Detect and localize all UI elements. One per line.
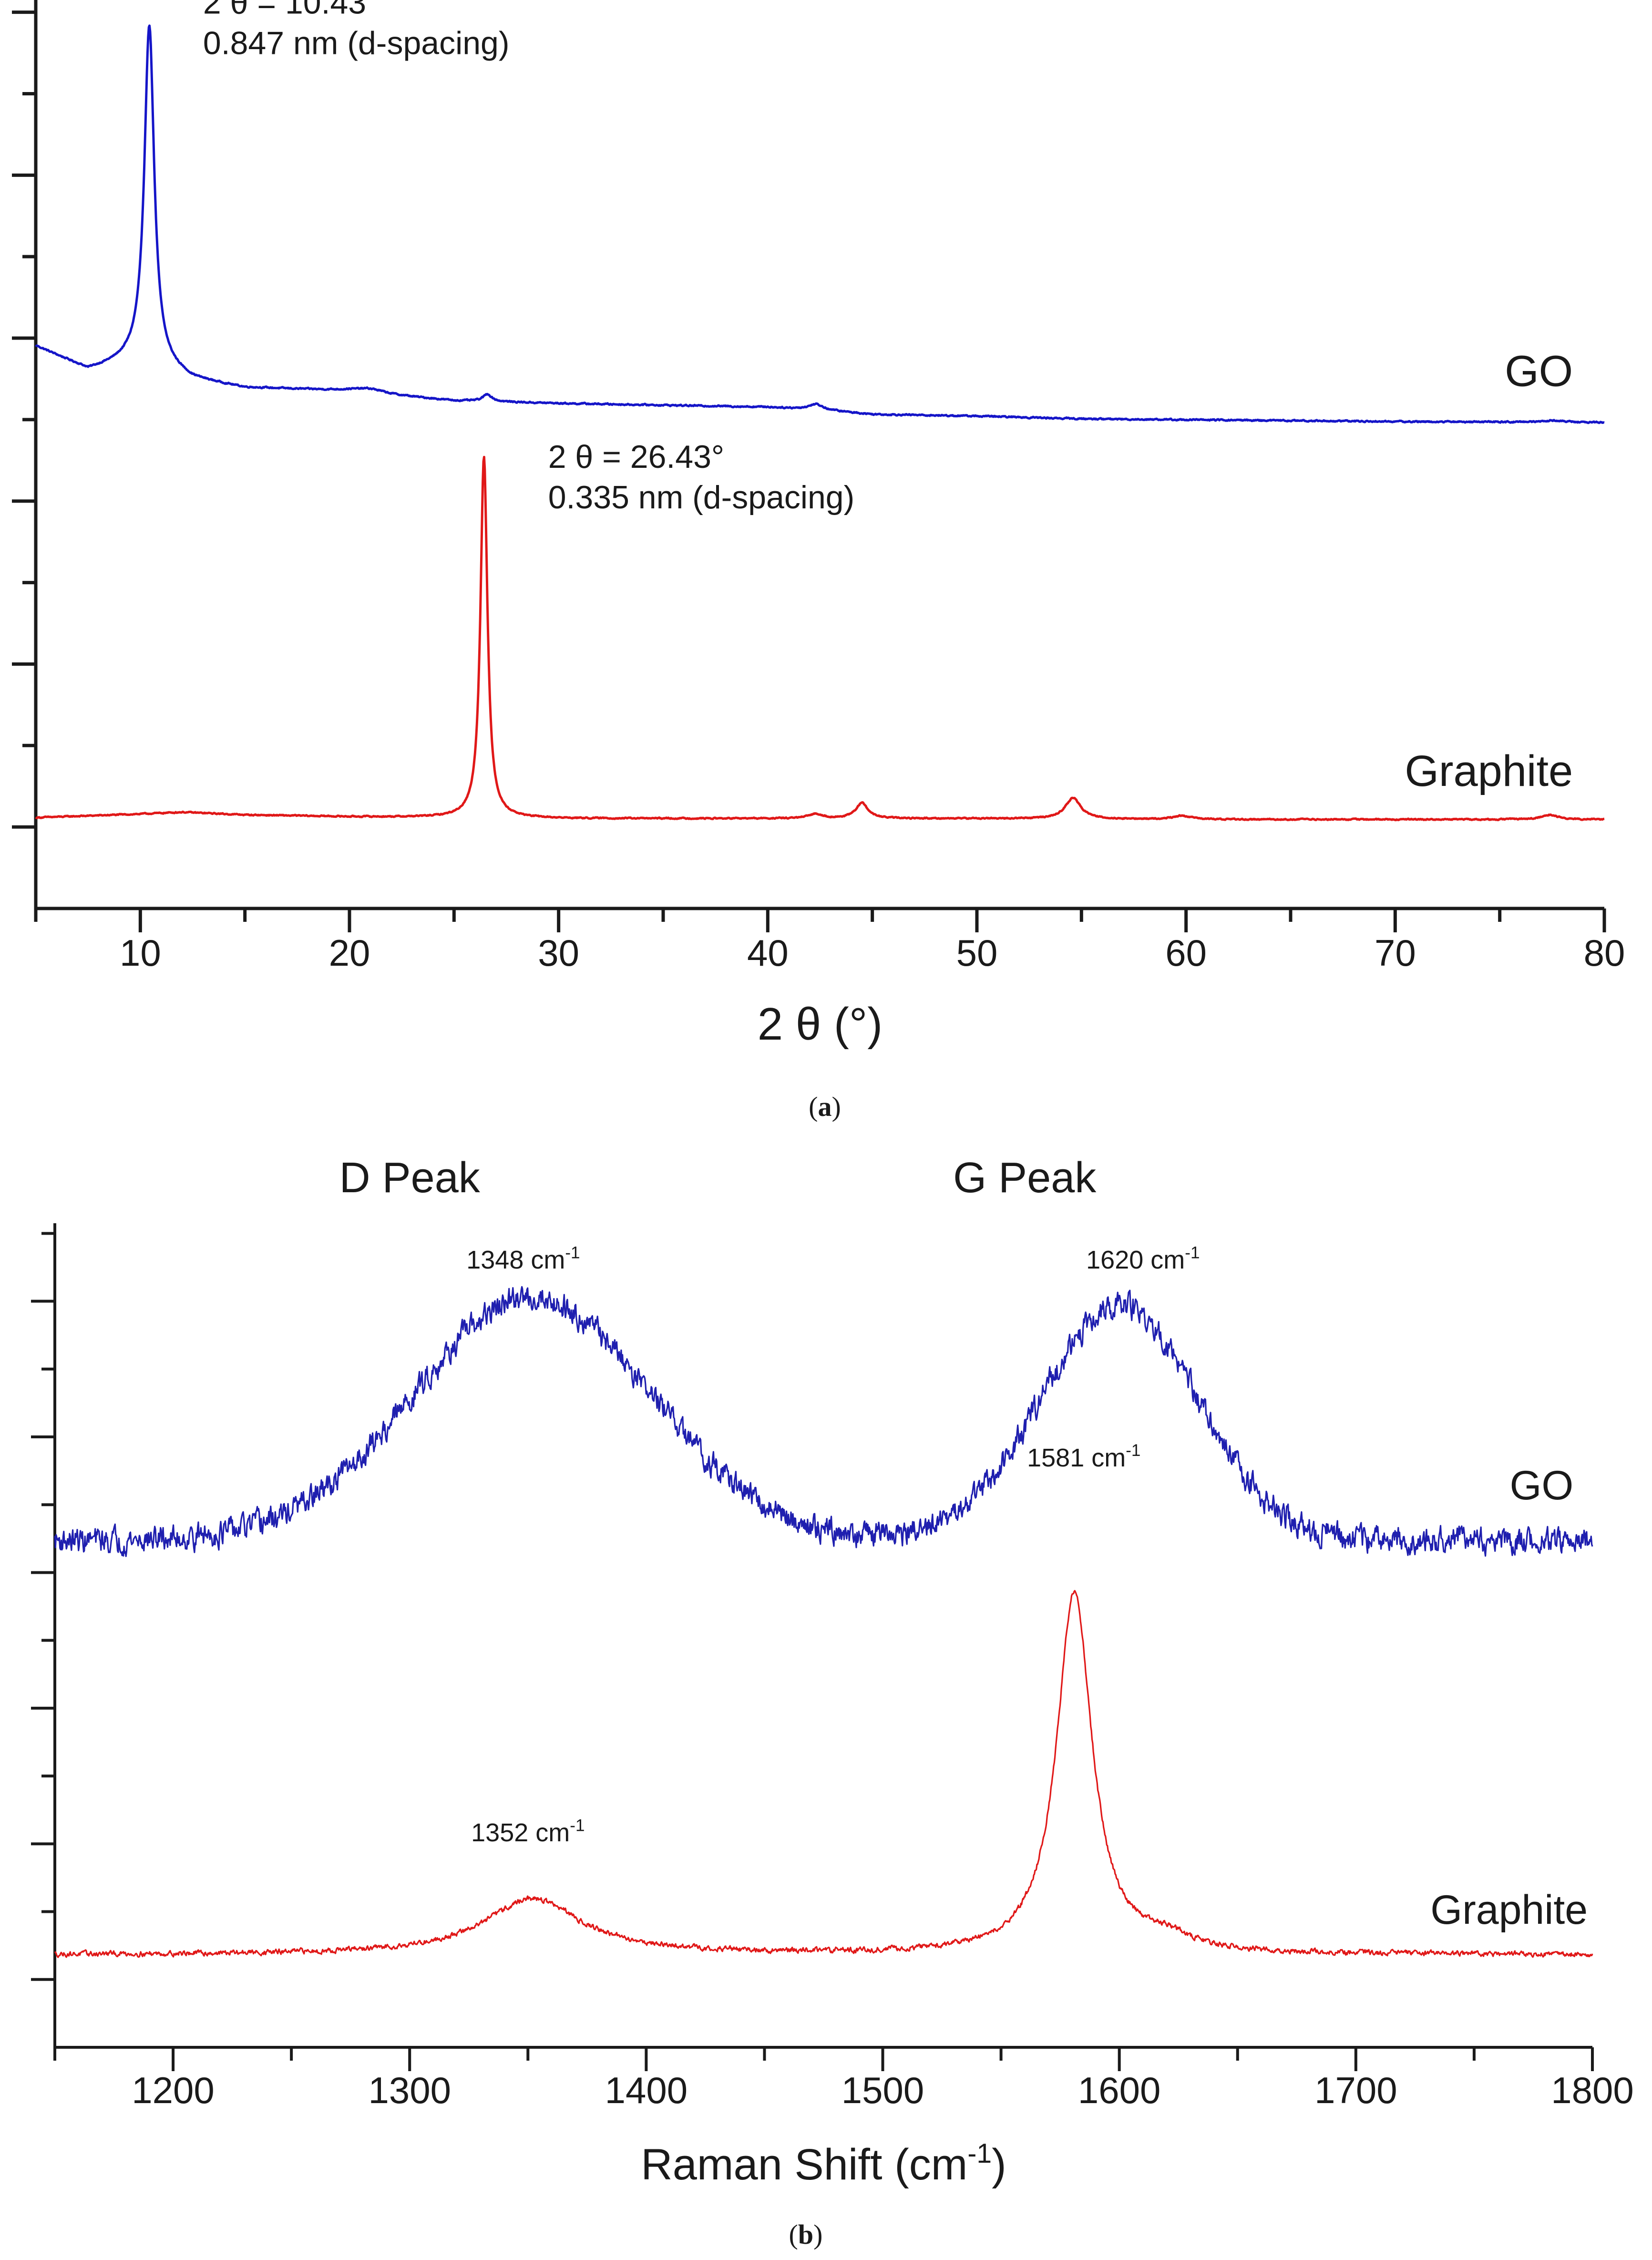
x-tick-label: 30 [538,932,579,974]
series-label: Graphite [1405,747,1573,795]
panel-caption: (b) [789,2219,823,2250]
x-tick-label: 1200 [132,2069,215,2111]
series-label: Graphite [1430,1887,1588,1933]
x-tick-label: 1300 [368,2069,451,2111]
series-line-go [35,24,1605,424]
peak-annotation: 2 θ = 26.43° [548,439,724,475]
panel-b-raman-chart: 1200 1300 1400 1500 1600 1700 1800 Raman Shift … [31,1154,1634,2250]
panel-a-xrd-chart: 10 20 30 40 50 60 70 80 2 θ (°) (a) GO Graphite 2 θ … [12,0,1625,1122]
x-tick-label: 10 [120,932,161,974]
panel-caption: (a) [809,1091,841,1122]
peak-annotation: 0.847 nm (d-spacing) [203,25,510,62]
x-tick-label: 1600 [1078,2069,1161,2111]
x-tick-label: 40 [747,932,789,974]
series-label: GO [1505,347,1573,396]
x-tick-label: 80 [1584,932,1625,974]
series-line-graphite [35,455,1605,822]
x-tick-label: 70 [1375,932,1416,974]
peak-annotation: 1581 cm-1 [1027,1441,1140,1472]
peak-annotation: 1620 cm-1 [1086,1243,1200,1274]
peak-annotation: 0.335 nm (d-spacing) [548,479,855,516]
series-line-graphite [54,1590,1593,1958]
peak-annotation: 1352 cm-1 [471,1816,585,1847]
series-line-go [54,1286,1593,1557]
x-tick-label: 20 [329,932,370,974]
series-label: GO [1510,1463,1574,1508]
x-axis-label: Raman Shift (cm-1) [641,2138,1006,2189]
x-tick-label: 1700 [1314,2069,1397,2111]
peak-annotation: 2 θ = 10.43° [203,0,379,21]
x-axis-label: 2 θ (°) [758,999,882,1050]
peak-header: G Peak [953,1154,1097,1202]
x-tick-label: 1800 [1551,2069,1634,2111]
x-tick-label: 50 [956,932,998,974]
x-tick-label: 1500 [841,2069,924,2111]
peak-header: D Peak [339,1154,481,1202]
x-tick-label: 1400 [605,2069,688,2111]
x-tick-label: 60 [1165,932,1207,974]
peak-annotation: 1348 cm-1 [466,1243,580,1274]
